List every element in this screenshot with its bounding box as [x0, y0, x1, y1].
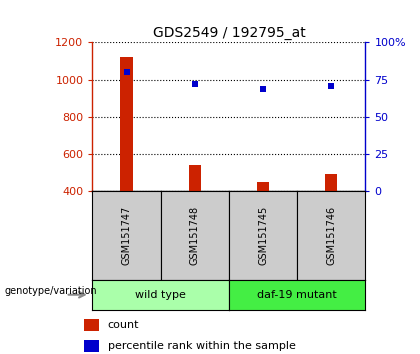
Bar	[121, 57, 133, 191]
Text: GSM151746: GSM151746	[326, 206, 336, 265]
Text: GSM151748: GSM151748	[190, 206, 200, 265]
Text: percentile rank within the sample: percentile rank within the sample	[108, 341, 295, 352]
Text: GSM151747: GSM151747	[121, 206, 131, 265]
Bar	[325, 175, 337, 191]
Bar	[84, 341, 99, 352]
Bar	[189, 165, 201, 191]
Bar	[257, 182, 269, 191]
Title: GDS2549 / 192795_at: GDS2549 / 192795_at	[152, 26, 305, 40]
Text: GSM151745: GSM151745	[258, 206, 268, 265]
Bar	[84, 319, 99, 331]
Point	[328, 83, 335, 88]
Text: wild type: wild type	[135, 290, 186, 300]
Text: daf-19 mutant: daf-19 mutant	[257, 290, 337, 300]
Point	[260, 86, 266, 91]
Text: count: count	[108, 320, 139, 330]
Point	[123, 69, 130, 75]
Point	[192, 81, 198, 87]
Text: genotype/variation: genotype/variation	[4, 286, 97, 296]
